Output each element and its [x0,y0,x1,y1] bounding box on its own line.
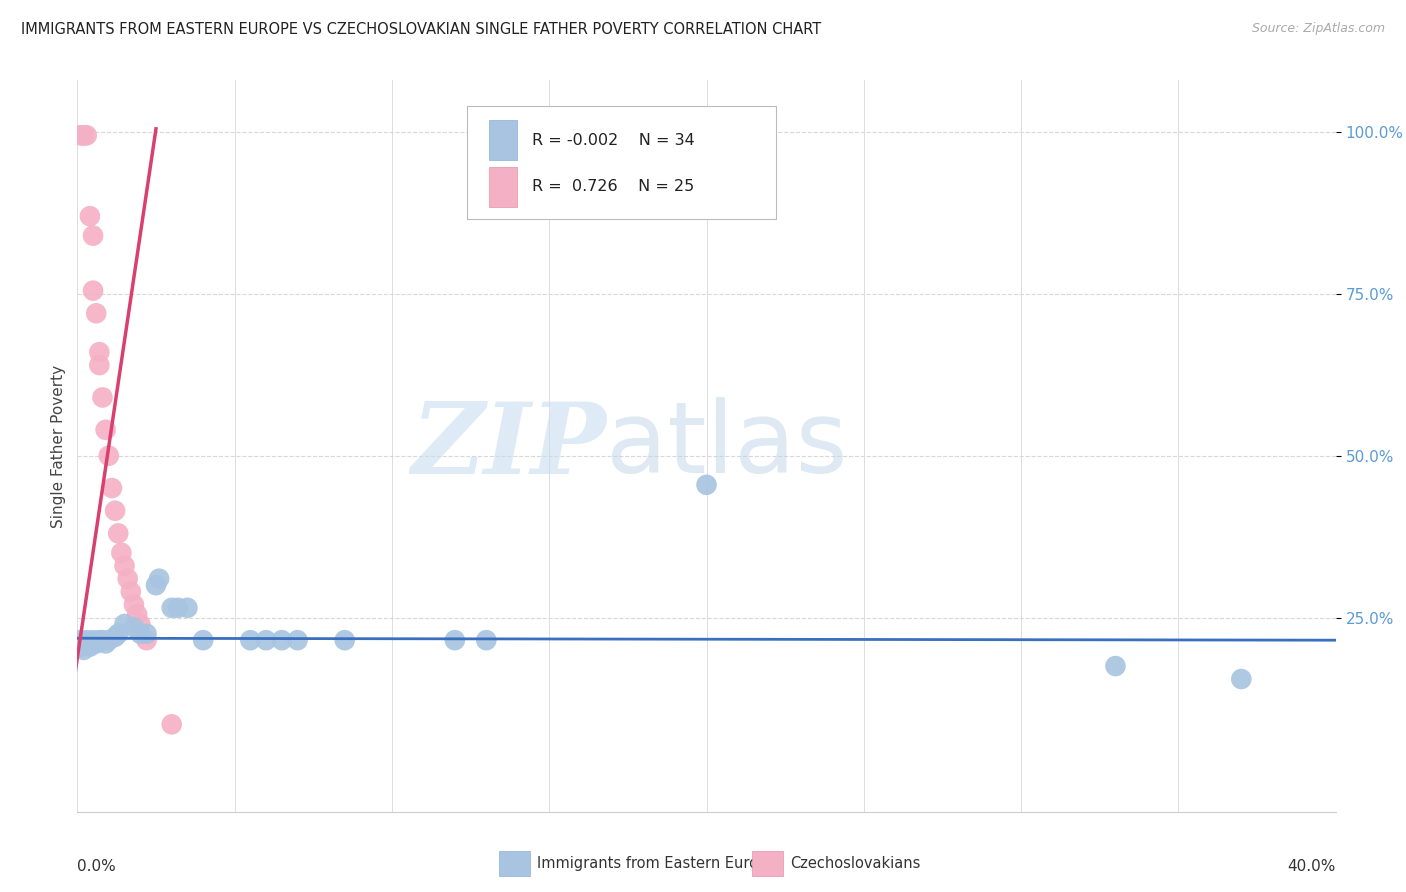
Point [91,391,114,405]
Point [287,633,309,648]
Point [167,600,190,615]
Point [122,598,145,612]
Point [270,633,292,648]
Point [72,643,94,657]
Point [69,640,91,654]
Point [120,584,142,599]
Point [145,578,167,592]
Point [114,617,136,632]
Point [239,633,262,648]
Text: Source: ZipAtlas.com: Source: ZipAtlas.com [1251,22,1385,36]
Point [79,640,101,654]
Point [84,636,107,650]
Point [82,284,104,298]
Point [129,626,152,640]
Bar [489,167,516,207]
Point [160,600,183,615]
Point [696,478,718,492]
Text: atlas: atlas [606,398,848,494]
Text: 0.0%: 0.0% [77,859,117,874]
FancyBboxPatch shape [467,106,776,219]
Point [444,633,467,648]
Text: 40.0%: 40.0% [1288,859,1336,874]
Point [69,128,91,143]
Text: R = -0.002    N = 34: R = -0.002 N = 34 [531,133,695,148]
Point [72,636,94,650]
Y-axis label: Single Father Poverty: Single Father Poverty [51,365,66,527]
Point [76,128,98,143]
Point [104,504,127,518]
Point [1104,659,1126,673]
Text: ZIP: ZIP [411,398,606,494]
Point [475,633,498,648]
Point [97,449,120,463]
Point [191,633,215,648]
Point [148,572,170,586]
Point [104,630,127,644]
Point [107,626,129,640]
Point [82,228,104,243]
Point [117,572,139,586]
Point [72,128,94,143]
Point [254,633,277,648]
Text: R =  0.726    N = 25: R = 0.726 N = 25 [531,179,693,194]
Point [76,633,98,648]
Point [101,481,124,495]
Point [94,423,117,437]
Point [129,617,152,632]
Point [69,633,91,648]
Point [107,526,129,541]
Point [114,558,136,573]
Text: IMMIGRANTS FROM EASTERN EUROPE VS CZECHOSLOVAKIAN SINGLE FATHER POVERTY CORRELAT: IMMIGRANTS FROM EASTERN EUROPE VS CZECHO… [21,22,821,37]
Point [89,345,111,359]
Point [82,633,104,648]
Point [122,620,145,634]
Point [135,626,157,640]
Point [110,546,132,560]
Point [333,633,356,648]
Point [135,633,157,648]
Point [84,306,107,320]
Bar [489,120,516,161]
Point [160,717,183,731]
Point [79,209,101,223]
Point [94,636,117,650]
Point [89,633,111,648]
Text: Immigrants from Eastern Europe: Immigrants from Eastern Europe [537,856,776,871]
Point [176,600,198,615]
Point [1230,672,1253,686]
Point [127,607,149,622]
Point [97,633,120,648]
Point [72,128,94,143]
Text: Czechoslovakians: Czechoslovakians [790,856,921,871]
Point [91,633,114,648]
Point [89,358,111,372]
